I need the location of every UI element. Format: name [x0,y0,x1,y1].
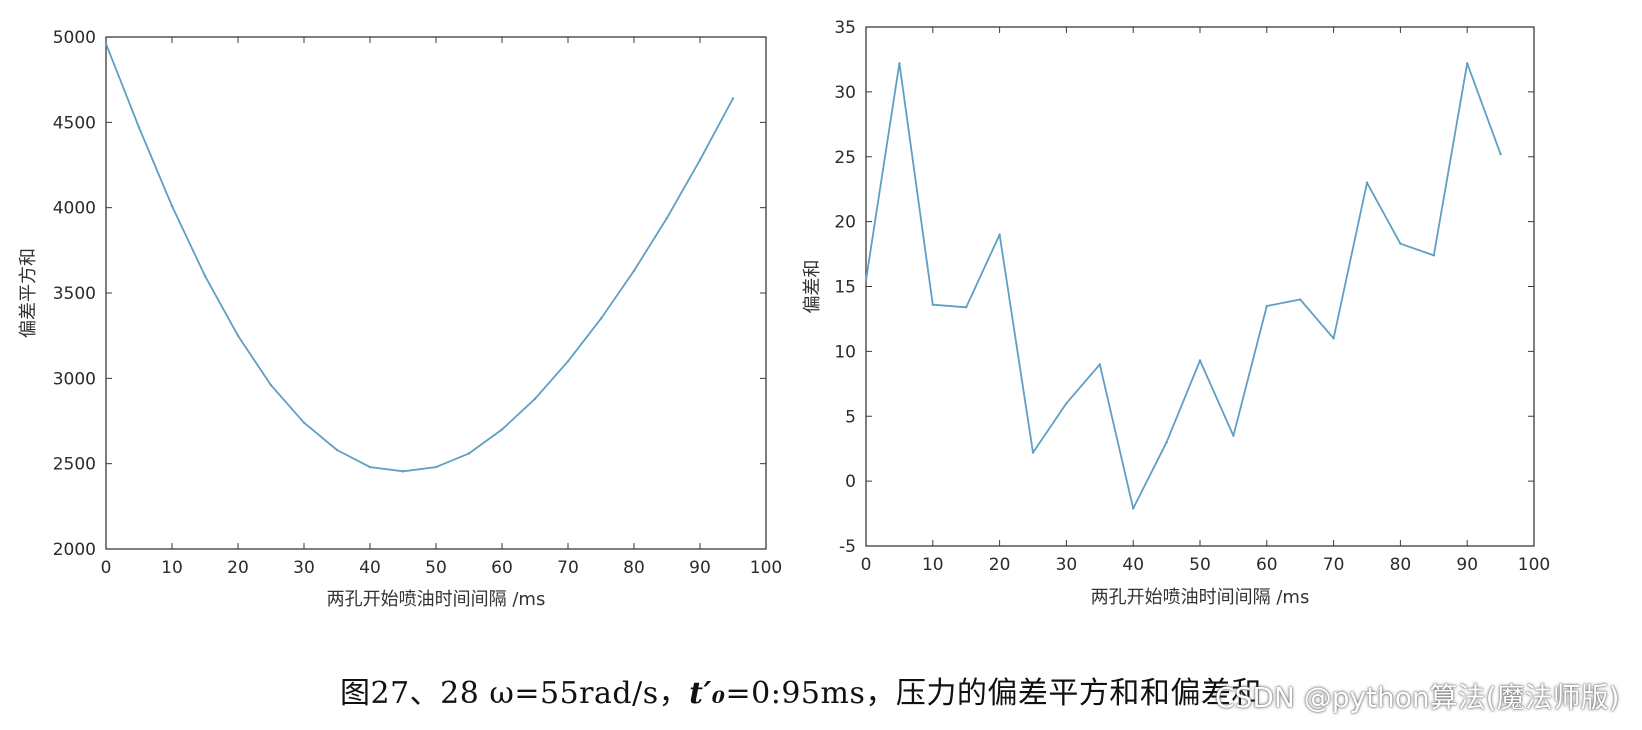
y-tick-label: 25 [834,148,856,168]
charts-canvas: 0 10 20 30 40 50 60 70 80 90 100200025003000350040… [18,18,1550,610]
x-tick-label: 40 [1122,555,1144,575]
data-point [335,448,339,452]
data-point [864,278,868,282]
x-tick-label: 40 [359,558,381,578]
x-axis-label: 两孔开始喷油时间间隔 /ms [327,589,546,610]
data-point [965,306,968,309]
y-tick-label: -5 [839,537,856,557]
data-point [566,360,570,363]
data-point [170,204,174,208]
y-tick-label: 4000 [53,199,96,219]
data-point [599,317,603,320]
y-tick-label: 30 [834,83,856,103]
caption-prefix: 图27、28 ω=55rad/s， [340,676,690,711]
x-tick-label: 0 [861,555,872,575]
x-tick-label: 20 [227,558,249,578]
x-tick-label: 90 [689,558,711,578]
data-point [1399,242,1402,245]
x-tick-label: 50 [425,558,447,578]
x-tick-label: 100 [1518,555,1550,575]
figure-caption: 图27、28 ω=55rad/s，t′₀=0:95ms，压力的偏差平方和和偏差和 [340,668,1642,712]
x-tick-label: 0 [101,558,112,578]
x-tick-label: 60 [1256,555,1278,575]
data-point [1031,451,1035,454]
y-tick-label: 2000 [53,540,96,560]
chart-sum-of-squared-deviation: 0 10 20 30 40 50 60 70 80 90 100 2000 2500 3000 3500 40… [18,28,782,610]
chart-sum-of-deviation: 0 10 20 30 40 50 60 70 80 90 100-505101520253035两孔… [802,18,1550,608]
data-point [302,421,306,424]
data-point [236,334,240,337]
data-point [1098,363,1102,366]
data-point [1265,304,1269,308]
y-tick-label: 5000 [53,28,96,48]
data-point [1232,434,1235,437]
caption-suffix: =0:95ms，压力的偏差平方和和偏差和 [725,676,1262,711]
x-tick-label: 30 [293,558,315,578]
data-point [1065,402,1068,405]
data-point [1466,62,1469,65]
data-point [698,158,702,162]
data-point [500,428,504,431]
y-axis-label: 偏差平方和 [18,248,39,338]
data-point [401,470,405,473]
x-tick-label: 90 [1456,555,1478,575]
data-point [1198,359,1202,362]
y-tick-label: 4500 [53,113,96,133]
x-tick-label: 100 [750,558,782,578]
y-axis-label: 偏差和 [802,260,823,314]
data-point [1365,181,1369,184]
data-point [368,465,372,469]
series-line [865,62,1502,510]
data-point [203,274,207,278]
data-point [998,233,1001,236]
y-tick-label: 3000 [53,369,96,389]
data-point [269,383,273,387]
x-tick-label: 50 [1189,555,1211,575]
y-tick-label: 10 [834,342,856,362]
data-point [665,216,669,220]
x-tick-label: 70 [1323,555,1345,575]
data-point [104,42,108,46]
data-point [1499,152,1502,156]
y-tick-label: 35 [834,18,856,38]
data-point [137,126,141,129]
series-line [105,43,734,473]
x-tick-label: 10 [922,555,944,575]
y-tick-label: 20 [834,213,856,233]
data-point [467,452,471,455]
x-tick-label: 80 [1390,555,1412,575]
x-tick-label: 70 [557,558,579,578]
data-point [1332,337,1335,340]
x-axis-label: 两孔开始喷油时间间隔 /ms [1091,587,1310,608]
x-tick-label: 60 [491,558,513,578]
data-point [1165,441,1168,444]
data-point [1299,298,1302,301]
watermark: CSDN @python算法(魔法师版) [1215,681,1620,714]
y-tick-label: 5 [845,407,856,427]
data-point [898,62,901,65]
x-tick-label: 10 [161,558,183,578]
data-point [1132,507,1135,510]
y-tick-label: 15 [834,278,856,298]
data-point [1432,254,1436,257]
data-point [731,97,735,100]
y-tick-label: 0 [845,472,856,492]
plot-frame [105,36,767,550]
x-tick-label: 80 [623,558,645,578]
y-tick-label: 2500 [53,455,96,475]
x-tick-label: 20 [989,555,1011,575]
caption-t-symbol: t′₀ [689,676,726,711]
data-point [533,397,537,401]
data-point [931,303,934,306]
y-tick-label: 3500 [53,284,96,304]
x-tick-label: 30 [1056,555,1078,575]
data-point [632,269,636,273]
data-point [434,465,438,469]
plot-frame [865,26,1535,547]
